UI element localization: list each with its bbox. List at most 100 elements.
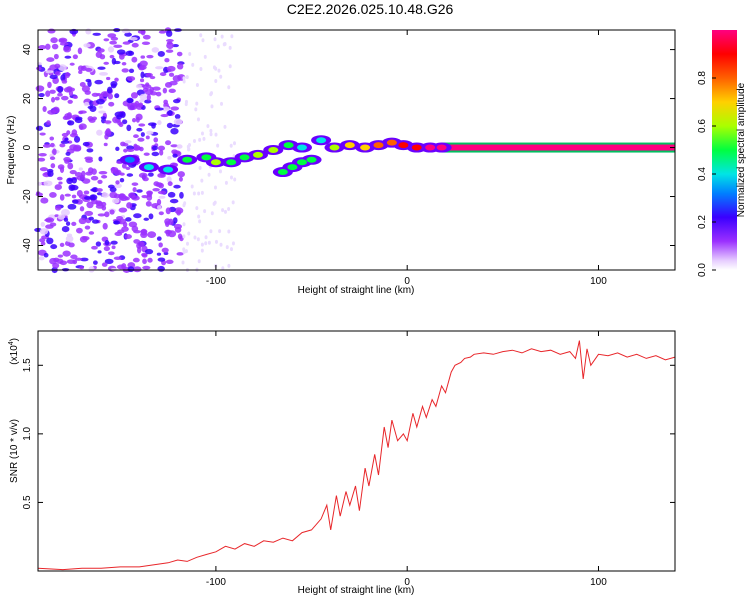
noise-blob <box>182 79 186 84</box>
noise-blob <box>116 114 123 120</box>
noise-blob <box>214 66 218 71</box>
colorbar-ticks: 0.0 0.2 0.4 0.6 0.8 <box>697 71 716 277</box>
noise-blob <box>52 106 60 114</box>
noise-blob <box>195 206 199 211</box>
noise-blob <box>131 56 138 63</box>
noise-blob <box>164 58 170 63</box>
ridge-point <box>124 156 135 163</box>
noise-blob <box>207 240 211 245</box>
noise-blob <box>168 88 176 94</box>
noise-blob <box>128 50 133 55</box>
noise-blob <box>69 62 75 66</box>
noise-blob <box>138 102 144 108</box>
noise-blob <box>110 36 119 41</box>
branch-point <box>277 169 288 176</box>
noise-blob <box>133 229 141 234</box>
noise-blob <box>165 259 174 264</box>
noise-blob <box>88 231 95 235</box>
noise-blob <box>204 235 208 240</box>
noise-blob <box>67 120 75 126</box>
noise-blob <box>42 143 52 148</box>
noise-blob <box>54 96 60 101</box>
noise-blob <box>156 236 162 241</box>
noise-blob <box>101 262 108 267</box>
noise-blob <box>60 74 66 82</box>
noise-blob <box>229 175 233 180</box>
noise-blob <box>104 120 112 124</box>
noise-blob <box>164 82 173 88</box>
noise-blob <box>140 132 145 137</box>
snr-x-ticks: -100 0 100 <box>206 331 607 588</box>
noise-blob <box>50 244 58 250</box>
noise-blob <box>167 156 172 160</box>
noise-blob <box>43 252 49 258</box>
noise-blob <box>131 195 140 201</box>
noise-blob <box>90 175 99 181</box>
noise-blob <box>91 92 99 97</box>
noise-blob <box>65 221 71 226</box>
noise-blob <box>121 62 127 66</box>
noise-blob <box>231 241 235 246</box>
spectrogram-frame <box>37 29 676 271</box>
noise-blob <box>214 78 218 83</box>
noise-blob <box>67 203 77 210</box>
noise-blob <box>137 137 145 142</box>
noise-blob <box>200 242 204 247</box>
noise-blob <box>121 163 127 169</box>
noise-blob <box>197 214 201 219</box>
noise-blob <box>103 142 108 147</box>
noise-blob <box>199 66 203 71</box>
noise-blob <box>54 205 62 211</box>
ridge-point <box>163 166 174 173</box>
noise-blob <box>107 33 117 38</box>
noise-blob <box>156 205 162 210</box>
noise-blob <box>170 106 180 111</box>
noise-blob <box>40 241 46 246</box>
noise-blob <box>110 83 117 89</box>
noise-blob <box>132 144 141 151</box>
noise-blob <box>54 184 62 190</box>
noise-blob <box>157 145 166 151</box>
noise-blob <box>214 132 218 137</box>
noise-blob <box>109 54 115 59</box>
noise-blob <box>118 193 126 200</box>
noise-blob <box>98 156 103 162</box>
noise-blob <box>77 47 83 55</box>
noise-blob <box>37 157 46 162</box>
noise-blob <box>173 184 181 189</box>
noise-blob <box>225 245 229 250</box>
noise-blob <box>158 242 163 248</box>
noise-blob <box>115 146 120 152</box>
noise-blob <box>75 227 83 234</box>
noise-blob <box>70 254 78 260</box>
noise-blob <box>47 81 52 89</box>
noise-blob <box>157 265 165 272</box>
noise-blob <box>198 219 202 224</box>
noise-blob <box>122 221 128 228</box>
noise-blob <box>98 105 103 109</box>
noise-blob <box>127 266 135 273</box>
noise-blob <box>221 208 225 213</box>
noise-blob <box>216 143 220 148</box>
noise-blob <box>203 209 207 214</box>
colorbar: 0.0 0.2 0.4 0.6 0.8 Normalized spectral ampl… <box>697 30 747 277</box>
noise-blob <box>72 95 78 100</box>
noise-blob <box>140 71 145 79</box>
noise-blob <box>162 106 170 112</box>
noise-blob <box>206 124 210 129</box>
ridge-point <box>239 154 250 161</box>
y-tick-label: -20 <box>22 189 33 204</box>
noise-blob <box>109 186 117 193</box>
snr-y-ticks: 0.5 1.0 1.5 <box>22 358 675 509</box>
noise-blob <box>50 163 56 169</box>
noise-blob <box>151 145 158 151</box>
noise-blob <box>139 78 145 83</box>
noise-blob <box>192 191 196 196</box>
noise-blob <box>108 101 115 107</box>
snr-plot-area <box>38 331 675 571</box>
noise-blob <box>109 209 115 215</box>
noise-blob <box>49 222 57 227</box>
noise-blob <box>153 181 160 187</box>
spectrogram-x-label: Height of straight line (km) <box>298 285 415 296</box>
noise-blob <box>126 202 133 209</box>
